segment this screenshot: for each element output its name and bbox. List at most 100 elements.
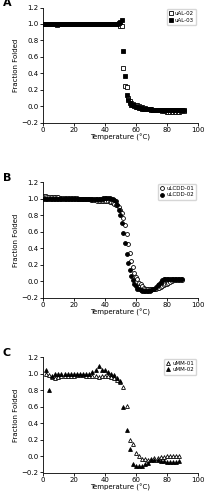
- uAL-02: [183, 108, 185, 114]
- uLCDD-01: [145, 286, 148, 292]
- uMM-02: [119, 378, 122, 384]
- uMM-01: [141, 456, 143, 462]
- uMM-01: [110, 374, 112, 380]
- uMM-01: [45, 371, 47, 377]
- uMM-01: [129, 436, 131, 442]
- uMM-01: [48, 372, 50, 378]
- uMM-02: [175, 459, 177, 465]
- uMM-02: [63, 371, 66, 377]
- uAL-02: [161, 108, 163, 114]
- uMM-01: [88, 374, 91, 380]
- uLCDD-02: [181, 276, 184, 281]
- uMM-01: [91, 374, 94, 380]
- uMM-01: [67, 374, 69, 380]
- uAL-03: [76, 21, 78, 27]
- uMM-01: [51, 374, 53, 380]
- uMM-02: [144, 462, 146, 468]
- uMM-02: [138, 463, 140, 469]
- uMM-02: [156, 457, 159, 463]
- Text: C: C: [2, 348, 11, 358]
- uMM-02: [76, 371, 78, 377]
- uAL-02: [76, 21, 78, 27]
- X-axis label: Temperature (°C): Temperature (°C): [90, 484, 150, 492]
- uMM-01: [150, 456, 153, 462]
- uMM-01: [122, 384, 125, 390]
- uLCDD-01: [139, 282, 142, 288]
- uMM-02: [129, 446, 131, 452]
- uMM-01: [125, 403, 128, 409]
- uMM-02: [88, 371, 91, 377]
- uMM-02: [147, 460, 150, 466]
- uAL-02: [60, 21, 63, 27]
- uLCDD-01: [181, 278, 184, 283]
- uMM-02: [178, 458, 181, 464]
- uMM-01: [70, 374, 72, 380]
- uMM-02: [73, 371, 75, 377]
- uMM-01: [160, 454, 162, 460]
- uMM-02: [48, 388, 50, 394]
- uLCDD-01: [176, 278, 179, 283]
- uMM-02: [132, 462, 134, 468]
- uMM-02: [163, 458, 165, 464]
- uAL-03: [125, 92, 128, 98]
- uMM-01: [76, 372, 78, 378]
- uMM-02: [54, 371, 57, 377]
- uAL-02: [181, 108, 184, 114]
- uMM-01: [132, 440, 134, 446]
- uLCDD-02: [62, 196, 64, 202]
- Legend: uLCDD-01, uLCDD-02: uLCDD-01, uLCDD-02: [158, 184, 196, 200]
- uMM-01: [147, 457, 150, 463]
- uLCDD-01: [43, 194, 46, 200]
- uMM-02: [85, 371, 88, 377]
- uAL-02: [166, 109, 168, 115]
- uMM-01: [101, 374, 103, 380]
- uMM-02: [51, 374, 53, 380]
- uMM-02: [104, 366, 106, 372]
- uMM-01: [138, 453, 140, 459]
- uMM-02: [79, 371, 81, 377]
- uAL-03: [121, 17, 123, 23]
- uLCDD-02: [161, 278, 163, 283]
- uAL-03: [79, 21, 81, 27]
- Line: uMM-01: uMM-01: [44, 372, 181, 462]
- uMM-01: [169, 453, 171, 459]
- uMM-02: [60, 371, 63, 377]
- X-axis label: Temperature (°C): Temperature (°C): [90, 309, 150, 316]
- uAL-02: [79, 21, 81, 27]
- uMM-01: [82, 372, 84, 378]
- Line: uMM-02: uMM-02: [44, 364, 181, 468]
- Line: uLCDD-02: uLCDD-02: [42, 196, 184, 293]
- uMM-01: [135, 450, 137, 456]
- Line: uAL-02: uAL-02: [42, 22, 186, 114]
- uAL-02: [43, 21, 46, 27]
- Y-axis label: Fraction Folded: Fraction Folded: [13, 214, 19, 266]
- uMM-02: [166, 459, 168, 465]
- uMM-02: [125, 426, 128, 432]
- uMM-01: [79, 372, 81, 378]
- uMM-01: [57, 374, 60, 380]
- uMM-02: [122, 404, 125, 409]
- Line: uLCDD-01: uLCDD-01: [42, 194, 184, 292]
- uMM-01: [94, 374, 97, 380]
- uMM-01: [113, 375, 115, 381]
- uMM-02: [91, 369, 94, 375]
- uAL-03: [181, 108, 184, 114]
- uAL-03: [150, 108, 153, 114]
- uMM-02: [116, 375, 119, 381]
- uMM-01: [85, 374, 88, 380]
- uMM-02: [82, 371, 84, 377]
- Legend: uAL-02, uAL-03: uAL-02, uAL-03: [166, 9, 196, 24]
- uMM-02: [45, 366, 47, 372]
- uMM-02: [70, 371, 72, 377]
- uMM-01: [178, 453, 181, 459]
- uMM-01: [107, 374, 109, 380]
- uMM-02: [67, 371, 69, 377]
- uMM-01: [163, 454, 165, 460]
- uMM-01: [98, 374, 100, 380]
- uLCDD-01: [160, 284, 162, 290]
- uAL-03: [164, 108, 166, 114]
- Y-axis label: Fraction Folded: Fraction Folded: [13, 388, 19, 442]
- uMM-01: [54, 375, 57, 381]
- uMM-02: [169, 459, 171, 465]
- uMM-02: [153, 457, 156, 463]
